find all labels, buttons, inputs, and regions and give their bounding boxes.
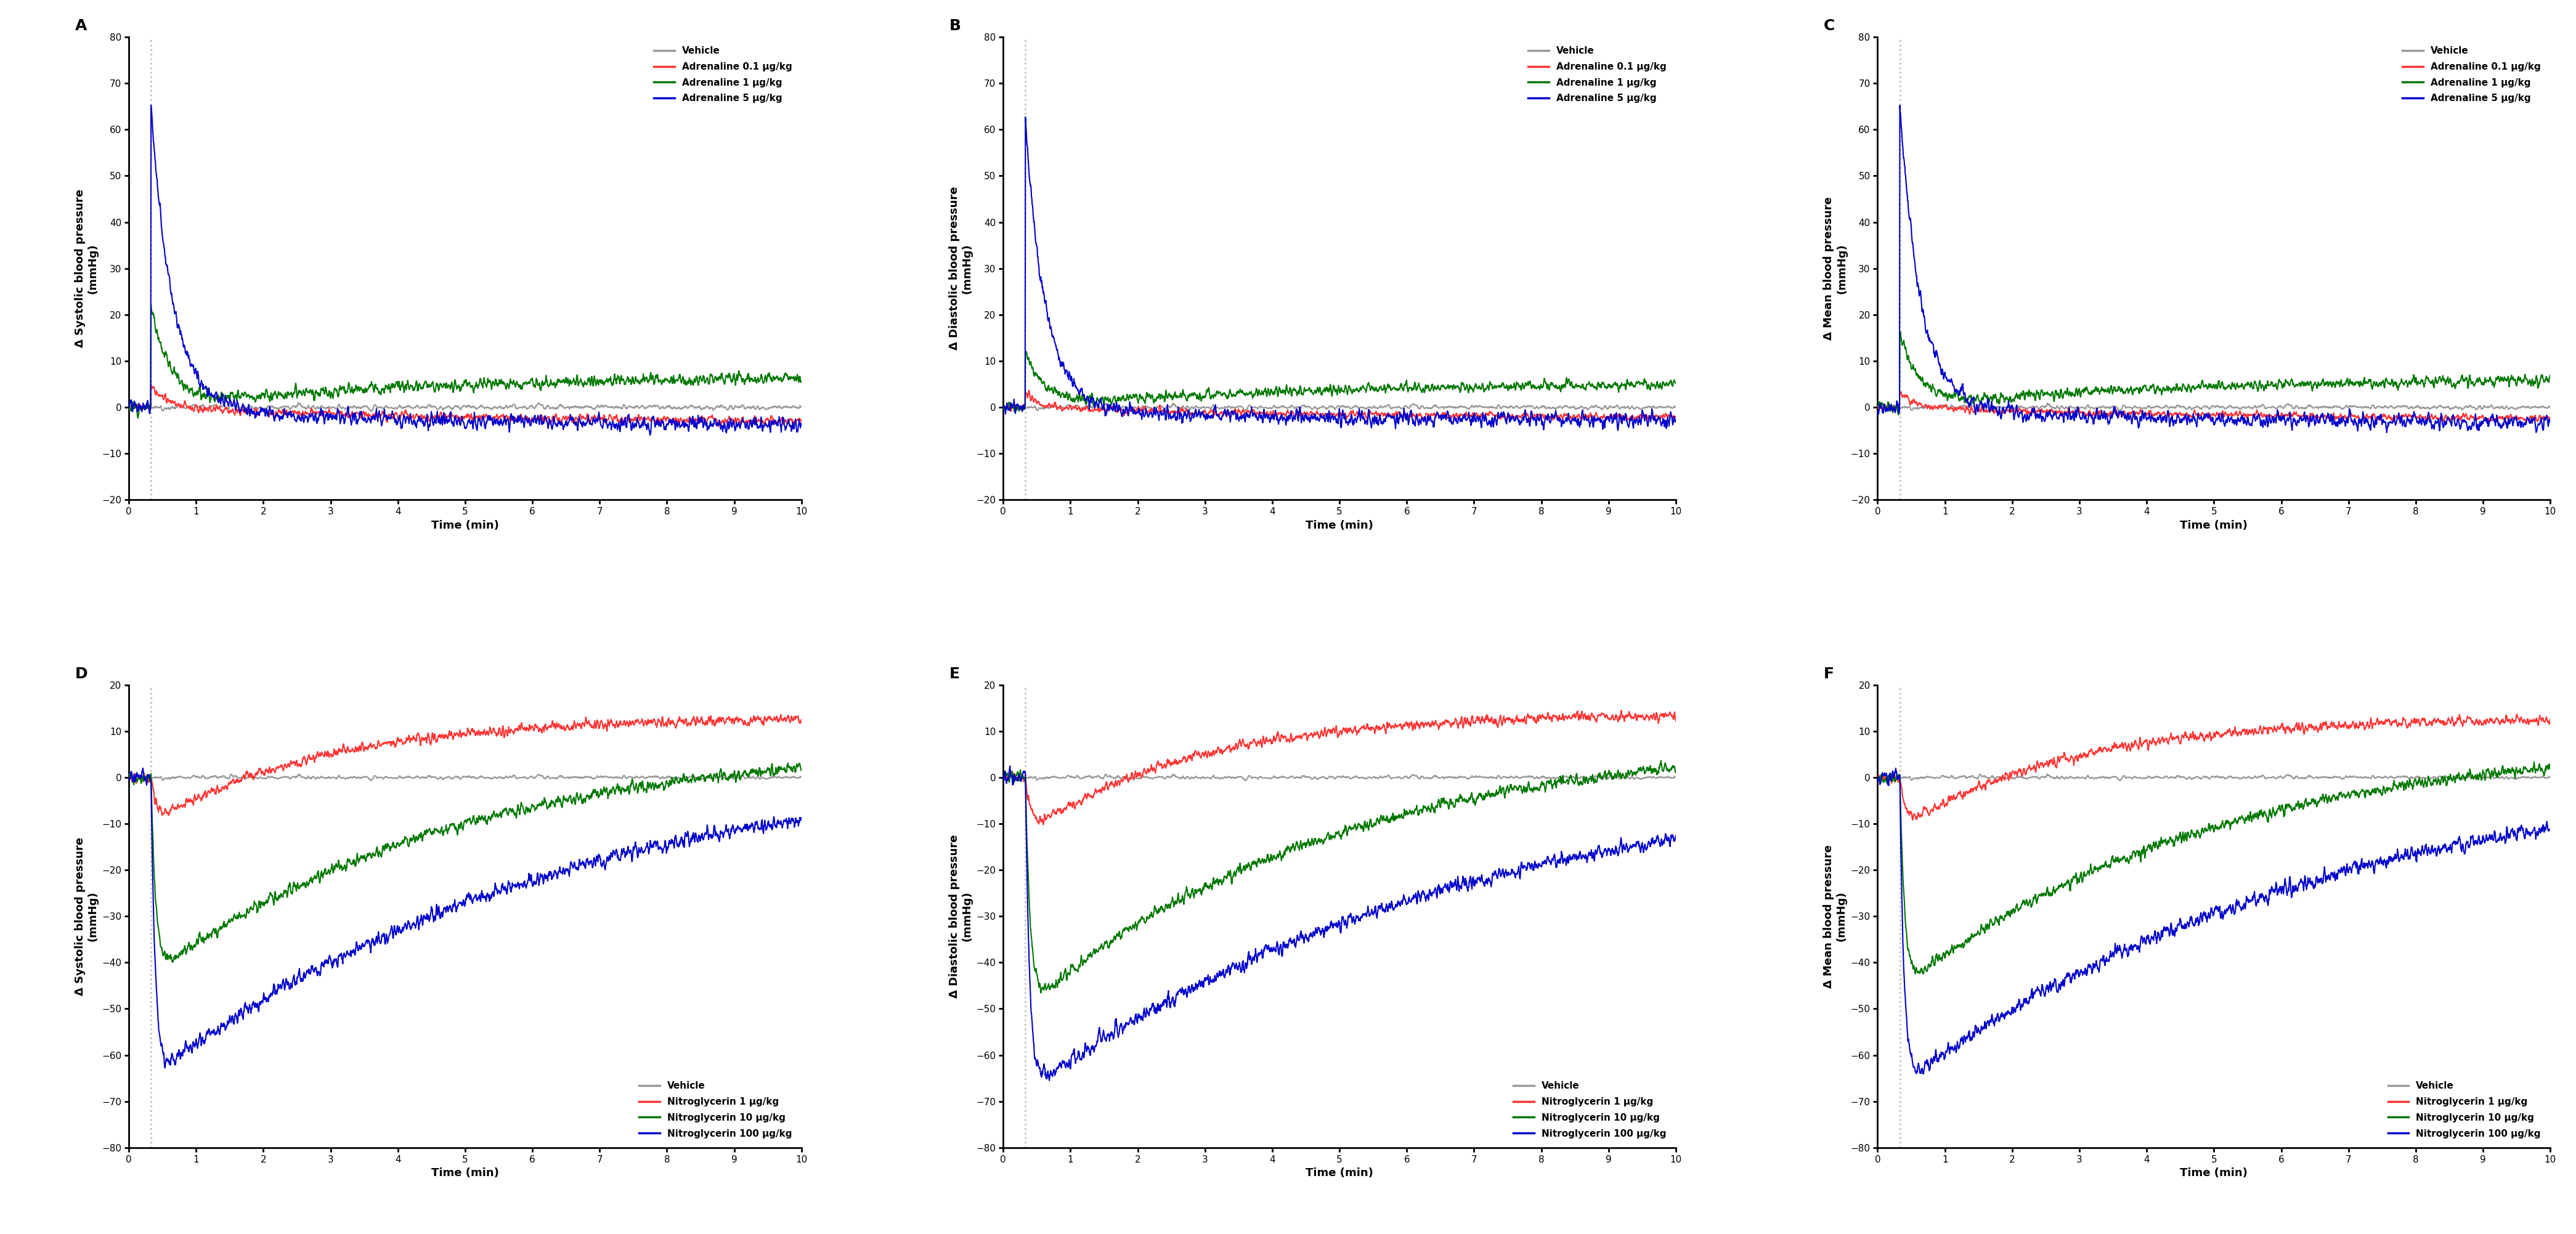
Text: C: C xyxy=(1824,19,1834,33)
Text: F: F xyxy=(1824,666,1834,681)
Text: A: A xyxy=(75,19,88,33)
Text: E: E xyxy=(951,666,961,681)
Y-axis label: Δ Systolic blood pressure
(mmHg): Δ Systolic blood pressure (mmHg) xyxy=(75,189,98,348)
Legend: Vehicle, Nitroglycerin 1 μg/kg, Nitroglycerin 10 μg/kg, Nitroglycerin 100 μg/kg: Vehicle, Nitroglycerin 1 μg/kg, Nitrogly… xyxy=(1510,1077,1672,1143)
Y-axis label: Δ Mean blood pressure
(mmHg): Δ Mean blood pressure (mmHg) xyxy=(1824,196,1847,341)
X-axis label: Time (min): Time (min) xyxy=(430,1167,500,1178)
X-axis label: Time (min): Time (min) xyxy=(2179,1167,2249,1178)
X-axis label: Time (min): Time (min) xyxy=(1306,1167,1373,1178)
X-axis label: Time (min): Time (min) xyxy=(2179,520,2249,531)
Legend: Vehicle, Adrenaline 0.1 μg/kg, Adrenaline 1 μg/kg, Adrenaline 5 μg/kg: Vehicle, Adrenaline 0.1 μg/kg, Adrenalin… xyxy=(1522,42,1672,107)
Text: D: D xyxy=(75,666,88,681)
Y-axis label: Δ Diastolic blood pressure
(mmHg): Δ Diastolic blood pressure (mmHg) xyxy=(948,186,974,350)
X-axis label: Time (min): Time (min) xyxy=(1306,520,1373,531)
Y-axis label: Δ Mean blood pressure
(mmHg): Δ Mean blood pressure (mmHg) xyxy=(1824,844,1847,988)
Legend: Vehicle, Nitroglycerin 1 μg/kg, Nitroglycerin 10 μg/kg, Nitroglycerin 100 μg/kg: Vehicle, Nitroglycerin 1 μg/kg, Nitrogly… xyxy=(2383,1077,2545,1143)
X-axis label: Time (min): Time (min) xyxy=(430,520,500,531)
Y-axis label: Δ Systolic blood pressure
(mmHg): Δ Systolic blood pressure (mmHg) xyxy=(75,837,98,996)
Text: B: B xyxy=(951,19,961,33)
Y-axis label: Δ Diastolic blood pressure
(mmHg): Δ Diastolic blood pressure (mmHg) xyxy=(948,834,974,998)
Legend: Vehicle, Adrenaline 0.1 μg/kg, Adrenaline 1 μg/kg, Adrenaline 5 μg/kg: Vehicle, Adrenaline 0.1 μg/kg, Adrenalin… xyxy=(649,42,796,107)
Legend: Vehicle, Nitroglycerin 1 μg/kg, Nitroglycerin 10 μg/kg, Nitroglycerin 100 μg/kg: Vehicle, Nitroglycerin 1 μg/kg, Nitrogly… xyxy=(634,1077,796,1143)
Legend: Vehicle, Adrenaline 0.1 μg/kg, Adrenaline 1 μg/kg, Adrenaline 5 μg/kg: Vehicle, Adrenaline 0.1 μg/kg, Adrenalin… xyxy=(2398,42,2545,107)
